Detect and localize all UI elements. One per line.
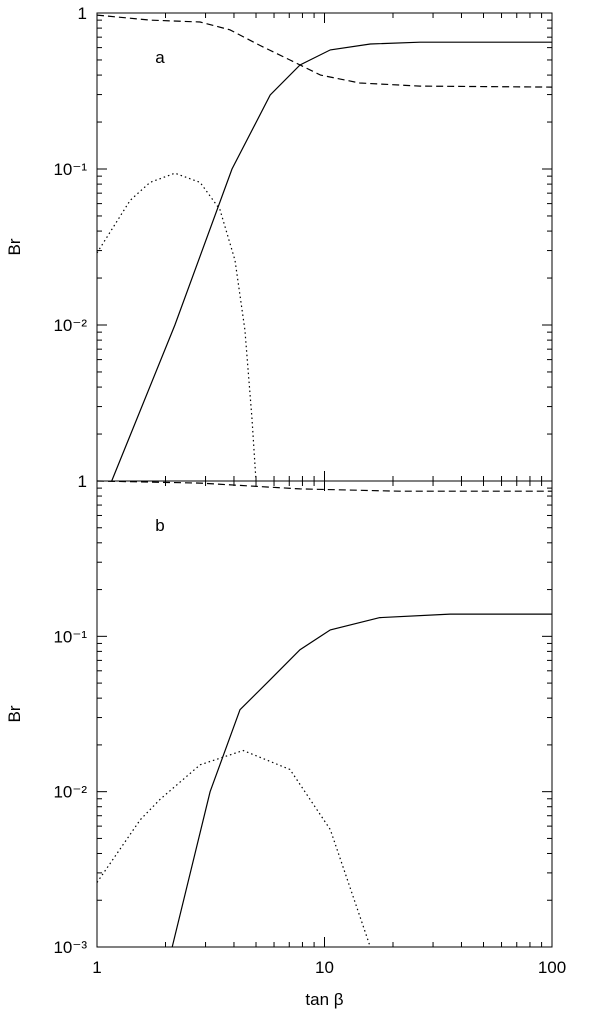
y-tick-label: 10⁻² — [53, 783, 87, 802]
y-axis-label: Br — [5, 238, 24, 255]
y-axis-label: Br — [5, 705, 24, 722]
line-dashed — [96, 14, 553, 88]
x-tick-label: 10 — [315, 958, 334, 977]
y-tick-label: 10⁻³ — [53, 938, 87, 957]
line-dotted — [96, 749, 371, 948]
panel-label: a — [155, 48, 165, 67]
y-tick-label: 10⁻¹ — [53, 160, 87, 179]
y-tick-label: 10⁻¹ — [53, 627, 87, 646]
y-tick-label: 10⁻² — [53, 316, 87, 335]
x-tick-label: 1 — [92, 958, 101, 977]
line-solid — [111, 41, 552, 482]
y-tick-label: 1 — [78, 4, 87, 23]
panel-label: b — [155, 516, 164, 535]
x-tick-label: 100 — [538, 958, 566, 977]
line-dotted — [96, 172, 257, 482]
line-solid — [171, 613, 552, 948]
y-tick-label: 1 — [78, 472, 87, 491]
x-axis-label: tan β — [305, 990, 343, 1009]
plot-frame — [96, 480, 553, 948]
plot-frame — [96, 12, 553, 482]
line-dashed — [96, 480, 552, 492]
